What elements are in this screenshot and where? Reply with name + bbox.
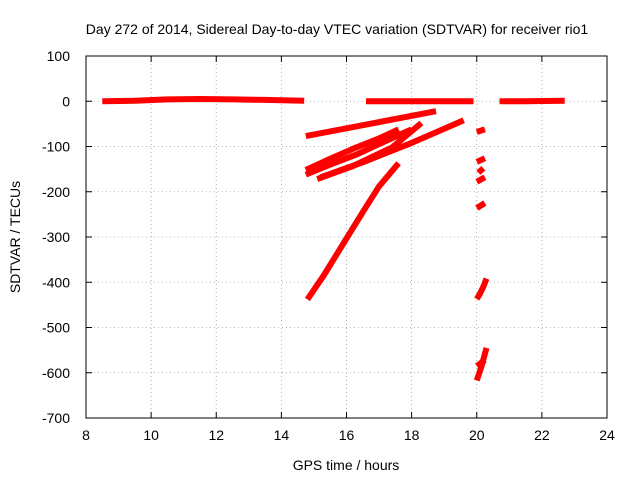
data-trace — [475, 155, 487, 165]
y-tick-label: -600 — [42, 365, 70, 381]
data-trace — [475, 357, 487, 369]
x-tick-label: 10 — [143, 427, 159, 443]
x-tick-label: 12 — [208, 427, 224, 443]
data-series — [102, 96, 565, 382]
data-trace — [475, 174, 487, 185]
y-axis-label: SDTVAR / TECUs — [7, 181, 23, 293]
data-trace — [319, 117, 465, 181]
x-tick-label: 24 — [599, 427, 615, 443]
data-trace — [499, 97, 565, 105]
data-trace — [475, 200, 487, 211]
x-axis-label: GPS time / hours — [293, 457, 400, 473]
y-tick-label: 100 — [47, 48, 71, 64]
data-trace — [304, 126, 400, 173]
data-trace — [475, 126, 486, 135]
data-trace — [304, 161, 401, 302]
data-trace — [474, 277, 490, 301]
y-tick-labels: 100 0 -100 -200 -300 -400 -500 -600 -700 — [42, 48, 70, 426]
y-tick-label: -700 — [42, 410, 70, 426]
chart-title: Day 272 of 2014, Sidereal Day-to-day VTE… — [86, 21, 589, 37]
data-trace — [476, 165, 486, 175]
y-tick-label: -100 — [42, 139, 70, 155]
data-trace — [304, 126, 413, 178]
x-tick-label: 8 — [82, 427, 90, 443]
y-tick-label: -300 — [42, 229, 70, 245]
x-tick-label: 14 — [274, 427, 290, 443]
x-tick-label: 22 — [534, 427, 550, 443]
x-tick-labels: 8 10 12 14 16 18 20 22 24 — [82, 427, 615, 443]
x-tick-label: 20 — [469, 427, 485, 443]
y-tick-label: -500 — [42, 320, 70, 336]
data-trace — [305, 108, 437, 140]
data-trace — [102, 96, 305, 105]
axis-ticks — [85, 55, 608, 419]
x-tick-label: 16 — [339, 427, 355, 443]
y-tick-label: 0 — [62, 93, 70, 109]
x-tick-label: 18 — [404, 427, 420, 443]
y-tick-label: -200 — [42, 184, 70, 200]
y-tick-label: -400 — [42, 274, 70, 290]
